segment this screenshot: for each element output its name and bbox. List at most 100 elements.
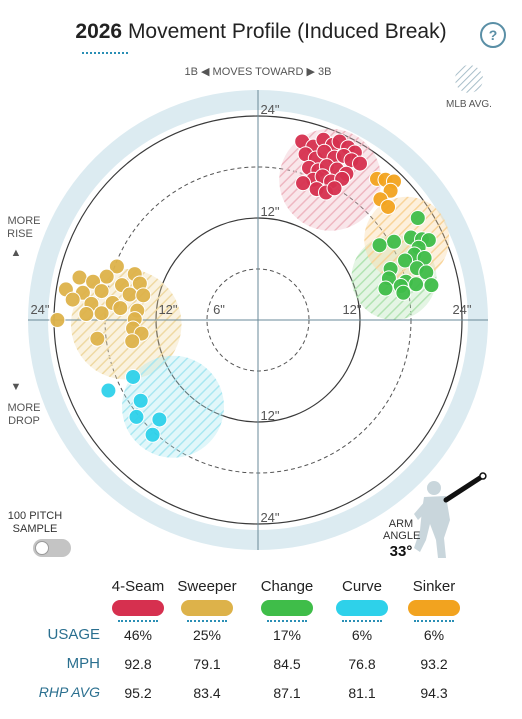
pitch-point-sweeper	[108, 258, 125, 275]
pitch-point-sweeper	[112, 300, 129, 317]
pitch-point-sweeper	[121, 286, 138, 303]
x-tick-label: 24"	[452, 302, 471, 317]
sample-toggle-label-line1: 100 PITCH	[7, 510, 63, 522]
sample-toggle-label: 100 PITCH SAMPLE	[6, 510, 64, 536]
usage-cell-4-seam: 46%	[123, 627, 153, 643]
rhp_avg-cell-sweeper: 83.4	[193, 685, 221, 701]
pitch-point-sweeper	[71, 269, 88, 286]
rhp_avg-cell-4-seam: 95.2	[124, 685, 152, 701]
legend-label-change: Change	[260, 578, 314, 595]
pitch-point-sweeper	[135, 287, 152, 304]
legend-swatch-sinker[interactable]	[408, 600, 460, 616]
legend-underline	[187, 620, 227, 622]
usage-cell-sweeper: 25%	[192, 627, 222, 643]
pitch-point-sweeper	[93, 283, 110, 300]
arm-angle-label: ARM ANGLE	[383, 518, 421, 542]
mph-cell-change: 84.5	[273, 656, 301, 672]
mph-cell-4-seam: 92.8	[124, 656, 152, 672]
more-drop-label-2: DROP	[8, 415, 40, 427]
title-text: Movement Profile (Induced Break)	[122, 20, 447, 43]
legend-underline	[342, 620, 382, 622]
usage-cell-sinker: 6%	[423, 627, 445, 643]
pitch-point-change	[377, 280, 394, 297]
legend-underline	[118, 620, 158, 622]
usage-cell-curve: 6%	[351, 627, 373, 643]
x-tick-label: 12"	[158, 302, 177, 317]
pitch-point-4-seam	[326, 180, 343, 197]
pitch-point-sweeper	[124, 333, 141, 350]
mlb-avg-icon	[455, 65, 483, 93]
more-rise-label-2: RISE	[7, 228, 33, 240]
pitch-point-change	[386, 233, 402, 250]
pitch-point-curve	[144, 426, 161, 443]
sample-toggle[interactable]	[33, 539, 71, 557]
arm-angle-line	[443, 473, 486, 503]
usage-cell-change: 17%	[272, 627, 302, 643]
legend-swatch-change[interactable]	[261, 600, 313, 616]
legend-label-curve: Curve	[341, 578, 382, 595]
legend-swatch-4-seam[interactable]	[112, 600, 164, 616]
down-arrow-icon: ▼	[11, 381, 22, 393]
pitch-point-sweeper	[98, 268, 115, 285]
y-tick-label: 12"	[260, 204, 279, 219]
year-underline	[82, 52, 128, 54]
pitch-point-sweeper	[89, 330, 106, 347]
pitch-point-sinker	[382, 182, 399, 199]
pitcher-silhouette-icon	[414, 472, 487, 558]
y-tick-label: 24"	[260, 510, 279, 525]
legend-label-4-seam: 4-Seam	[111, 578, 165, 595]
rhp_avg-cell-change: 87.1	[273, 685, 301, 701]
pitch-point-curve	[151, 411, 168, 428]
mlb-avg-label: MLB AVG.	[446, 99, 492, 110]
rhp-avg-row-label: RHP AVG	[38, 684, 100, 700]
arm-angle-label-line2: ANGLE	[383, 530, 421, 542]
pitch-point-curve	[125, 368, 142, 385]
mph-row-label: MPH	[66, 655, 100, 672]
arm-angle-value: 33°	[389, 543, 413, 560]
mph-cell-curve: 76.8	[348, 656, 376, 672]
pitch-point-curve	[128, 408, 145, 425]
mph-cell-sweeper: 79.1	[193, 656, 221, 672]
x-tick-label: 6"	[213, 302, 225, 317]
pitch-point-sinker	[380, 198, 397, 215]
pitch-point-curve	[100, 382, 117, 399]
direction-label: 1B ◀ MOVES TOWARD ▶ 3B	[185, 66, 332, 78]
pitch-point-sweeper	[49, 312, 66, 328]
arm-angle-label-line1: ARM	[388, 518, 414, 530]
pitch-point-sweeper	[64, 291, 81, 308]
pitch-point-change	[397, 252, 414, 269]
mph-cell-sinker: 93.2	[420, 656, 448, 672]
legend-swatch-curve[interactable]	[336, 600, 388, 616]
toggle-knob	[35, 541, 49, 555]
pitch-point-curve	[132, 392, 149, 409]
page-title: 2026 Movement Profile (Induced Break)	[0, 20, 522, 44]
y-tick-label: 24"	[260, 102, 279, 117]
title-year: 2026	[75, 20, 123, 43]
legend-underline	[267, 620, 307, 622]
legend-swatch-sweeper[interactable]	[181, 600, 233, 616]
x-tick-label: 24"	[30, 302, 49, 317]
sample-toggle-label-line2: SAMPLE	[12, 523, 58, 535]
pitch-point-change	[423, 277, 440, 294]
more-drop-label: MORE	[8, 402, 41, 414]
pitch-point-change	[395, 284, 412, 301]
more-rise-label: MORE	[8, 215, 41, 227]
rhp_avg-cell-curve: 81.1	[348, 685, 376, 701]
legend-label-sinker: Sinker	[412, 578, 456, 595]
pitch-point-4-seam	[295, 175, 312, 192]
pitch-point-change	[408, 276, 425, 293]
up-arrow-icon: ▲	[11, 247, 22, 259]
pitch-point-change	[371, 237, 388, 254]
arm-angle-marker	[479, 472, 487, 480]
x-tick-label: 12"	[342, 302, 361, 317]
help-icon[interactable]: ?	[480, 22, 506, 48]
pitch-point-sweeper	[78, 306, 95, 323]
legend-label-sweeper: Sweeper	[177, 578, 237, 595]
usage-row-label: USAGE	[47, 626, 100, 643]
pitch-point-sweeper	[93, 305, 110, 322]
y-tick-label: 12"	[260, 408, 279, 423]
rhp_avg-cell-sinker: 94.3	[420, 685, 448, 701]
pitch-point-change	[409, 210, 426, 226]
legend-underline	[414, 620, 454, 622]
